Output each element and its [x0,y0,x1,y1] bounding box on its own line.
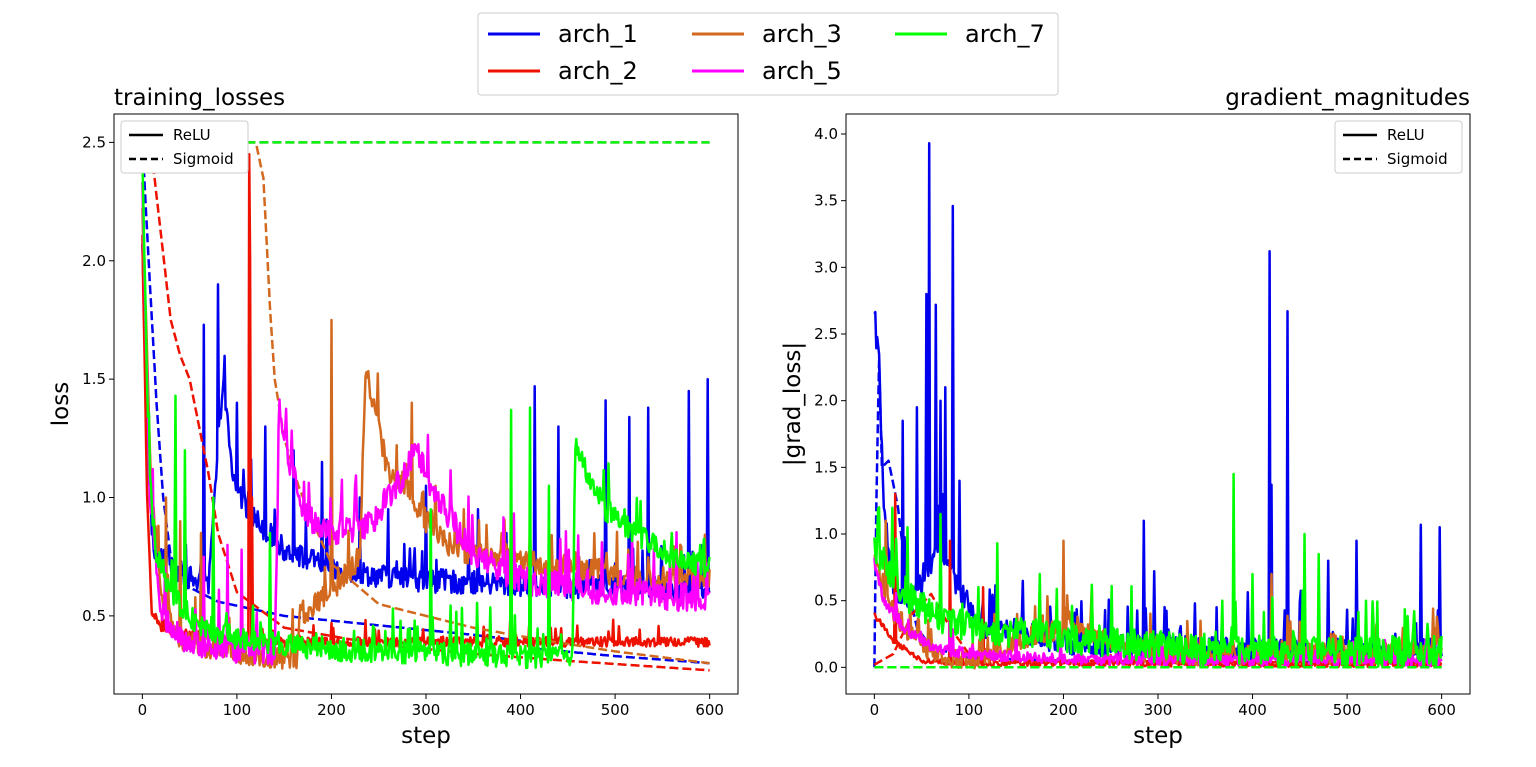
y-tick-label: 3.5 [814,192,838,210]
series-line-arch_5-relu [141,182,711,666]
x-tick-label: 100 [955,701,984,719]
x-tick-label: 300 [1144,701,1173,719]
y-tick-label: 1.0 [82,489,106,507]
figure-legend-label-arch_5: arch_5 [762,57,842,85]
style-legend: ReLU Sigmoid [1334,120,1463,174]
style-legend-label-sigmoid: Sigmoid [173,150,234,168]
figure-legend-entries: arch_1 arch_2 arch_3 arch_5 arch_7 [488,20,1045,85]
x-axis-label: step [1133,723,1183,749]
y-tick-label: 0.5 [82,607,106,625]
figure-legend-label-arch_1: arch_1 [558,20,638,48]
panel-title: gradient_magnitudes [1225,85,1470,111]
x-tick-label: 400 [506,701,535,719]
y-tick-label: 1.0 [814,525,838,543]
x-tick-label: 600 [695,701,724,719]
y-tick-label: 0.0 [814,658,838,676]
x-axis: 0 100 200 300 400 500 600 [138,694,724,719]
x-tick-label: 400 [1238,701,1267,719]
x-tick-label: 0 [870,701,880,719]
y-tick-label: 0.5 [814,592,838,610]
y-tick-label: 4.0 [814,125,838,143]
style-legend: ReLU Sigmoid [120,120,249,174]
style-legend-label-sigmoid: Sigmoid [1387,150,1448,168]
x-tick-label: 0 [138,701,148,719]
figure-legend: arch_1 arch_2 arch_3 arch_5 arch_7 [477,12,1059,96]
style-legend-label-relu: ReLU [173,126,211,144]
panel-training-losses: training_losses 0 100 200 300 400 500 600 0.5 1… [48,85,739,749]
series-lines [141,141,711,672]
panel-title: training_losses [114,85,285,111]
series-line-arch_1-sigmoid [141,142,710,665]
x-tick-label: 100 [223,701,252,719]
x-tick-label: 300 [412,701,441,719]
x-tick-label: 600 [1427,701,1456,719]
series-line-arch_1-relu [873,142,1443,666]
x-axis-label: step [401,723,451,749]
figure-legend-label-arch_3: arch_3 [762,20,842,48]
x-tick-label: 500 [1333,701,1362,719]
panel-gradient-magnitudes: gradient_magnitudes 0 100 200 300 400 500 600 … [780,85,1471,749]
figure-legend-label-arch_2: arch_2 [558,57,638,85]
y-axis: 0.0 0.5 1.0 1.5 2.0 2.5 3.0 3.5 4.0 [814,125,846,676]
y-tick-label: 1.5 [814,458,838,476]
y-axis-label: loss [48,382,74,426]
y-tick-label: 2.0 [82,252,106,270]
plot-area-clip-group [141,141,711,672]
y-axis-label: |grad_loss| [780,342,806,466]
x-axis: 0 100 200 300 400 500 600 [870,694,1456,719]
y-tick-label: 1.5 [82,370,106,388]
y-axis: 0.5 1.0 1.5 2.0 2.5 [82,133,114,625]
figure-legend-label-arch_7: arch_7 [965,20,1045,48]
x-tick-label: 500 [601,701,630,719]
plot-area-clip-group [873,142,1443,670]
y-tick-label: 2.0 [814,392,838,410]
style-legend-label-relu: ReLU [1387,126,1425,144]
x-tick-label: 200 [1049,701,1078,719]
x-tick-label: 200 [317,701,346,719]
y-tick-label: 3.0 [814,258,838,276]
axes-frame [113,113,739,695]
series-line-arch_7-relu [141,159,711,670]
y-tick-label: 2.5 [814,325,838,343]
y-tick-label: 2.5 [82,133,106,151]
series-lines [873,142,1443,670]
